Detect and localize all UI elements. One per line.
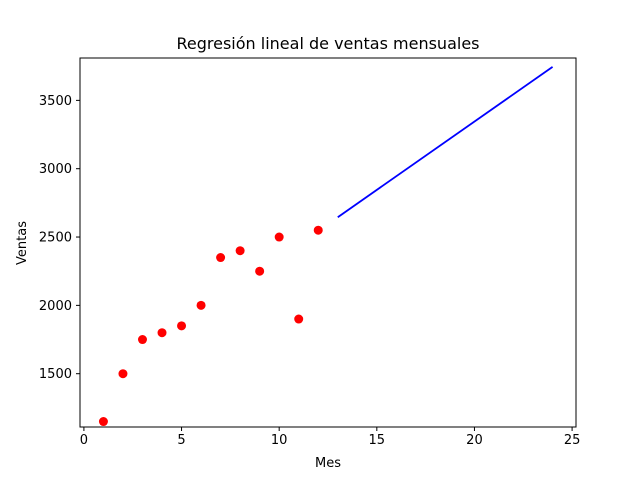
- scatter-point: [294, 314, 304, 324]
- scatter-point: [313, 225, 323, 235]
- x-tick-label: 20: [466, 433, 483, 448]
- scatter-point: [137, 335, 147, 345]
- scatter-point: [274, 232, 284, 242]
- y-axis-ticks: 1500 2000 2500 3000 3500: [39, 94, 80, 382]
- scatter-point: [216, 253, 226, 263]
- series-layer: [98, 66, 554, 427]
- plot-frame: [79, 57, 577, 428]
- scatter-point: [255, 266, 265, 276]
- y-tick-label: 1500: [39, 367, 72, 382]
- scatter-point: [157, 328, 167, 338]
- x-tick-label: 10: [271, 433, 288, 448]
- scatter-point: [196, 300, 206, 310]
- y-tick-label: 3500: [39, 94, 72, 109]
- scatter-point: [235, 246, 245, 256]
- y-tick-label: 2500: [39, 231, 72, 246]
- x-tick-label: 5: [177, 433, 185, 448]
- y-tick-label: 3000: [39, 162, 72, 177]
- regression-line: [337, 66, 554, 218]
- y-axis-label: Ventas: [15, 221, 30, 265]
- x-axis-ticks: 0 5 10 15 20 25: [80, 427, 581, 448]
- x-axis-label: Mes: [315, 456, 341, 471]
- chart-title: Regresión lineal de ventas mensuales: [177, 34, 480, 53]
- x-tick-label: 0: [80, 433, 88, 448]
- x-tick-label: 15: [369, 433, 386, 448]
- plot-area: 0 5 10 15 20 25 1500 2000 2500 3000 3500: [39, 57, 581, 448]
- scatter-point: [177, 321, 187, 331]
- x-tick-label: 25: [564, 433, 581, 448]
- scatter-point: [118, 369, 128, 379]
- scatter-point: [98, 417, 108, 427]
- y-tick-label: 2000: [39, 299, 72, 314]
